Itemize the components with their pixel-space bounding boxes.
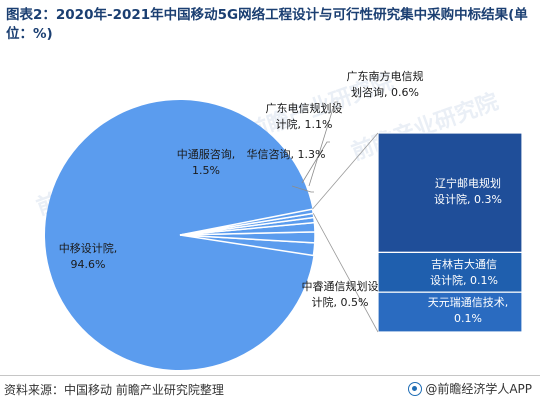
connector-line-bottom — [312, 213, 379, 333]
chart-title: 图表2：2020年-2021年中国移动5G网络工程设计与可行性研究集中采购中标结… — [6, 7, 528, 42]
pie-label-item-5: 中睿通信规划设计院, 0.5% — [302, 279, 379, 309]
brand-logo-icon — [408, 381, 423, 396]
bar-label-item-0: 辽宁邮电规划设计院, 0.3% — [434, 176, 502, 206]
data-labels: 中移设计院, 94.6% 中通服咨询, 1.5% 华信咨询, 1.3% 广东电信规划设计院… — [59, 69, 509, 325]
leader-line-item-3 — [301, 141, 330, 184]
footer-divider — [0, 375, 540, 376]
pie-label-item-3: 广东电信规划设计院, 1.1% — [266, 101, 343, 131]
connector-lines — [312, 132, 379, 333]
pie-slice-item-0[interactable] — [44, 99, 314, 370]
leader-line-item-2 — [291, 185, 314, 193]
bar-segment-item-1[interactable] — [377, 251, 523, 293]
source-note: 资料来源：中国移动 前瞻产业研究院整理 — [4, 383, 224, 397]
pie-label-item-0: 中移设计院, 94.6% — [59, 241, 118, 271]
leader-lines — [291, 101, 338, 193]
brand-credit[interactable]: @前瞻经济学人APP — [408, 380, 532, 397]
bar-label-item-2: 天元瑞通信技术, 0.1% — [428, 295, 509, 325]
pie-layer — [44, 99, 316, 370]
leader-line-item-4 — [308, 101, 338, 187]
bar-label-item-1: 吉林吉大通信设计院, 0.1% — [430, 257, 498, 287]
pie-of-bar-chart: 前瞻产业研究院前瞻产业研究院前瞻产业研究院前瞻产业研究院 中移设计院,94.6%… — [33, 69, 523, 370]
pie-label-item-2: 华信咨询, 1.3% — [247, 147, 326, 161]
brand-text: @前瞻经济学人APP — [425, 382, 532, 396]
bar-segment-item-2[interactable] — [377, 291, 523, 333]
pie-label-item-1: 中通服咨询, 1.5% — [177, 147, 236, 177]
connector-line-top — [312, 132, 379, 210]
pie-slice-item-6[interactable] — [179, 208, 315, 236]
bar-stack-layer — [377, 132, 523, 333]
pie-label-item-4: 广东南方电信规划咨询, 0.6% — [347, 69, 424, 99]
bar-segment-item-0[interactable] — [377, 132, 523, 254]
